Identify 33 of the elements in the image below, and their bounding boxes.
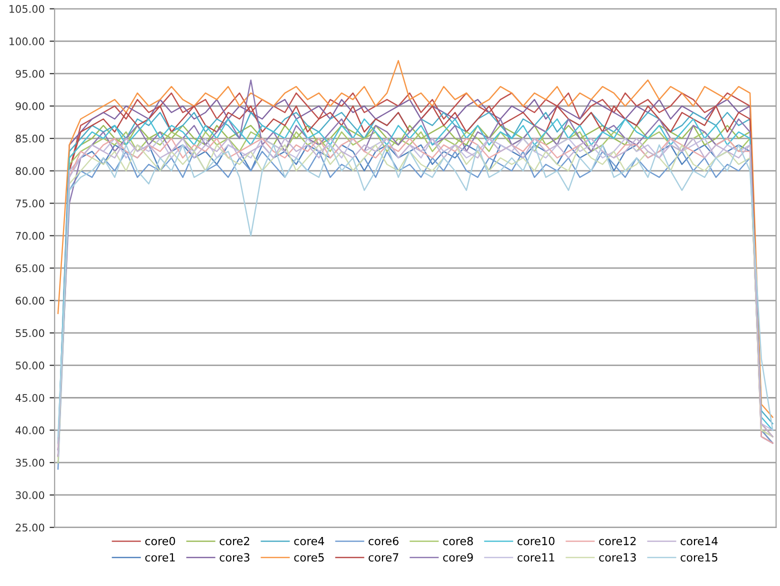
legend-label: core10 <box>518 536 554 546</box>
y-tick-label: 70.00 <box>16 232 44 240</box>
legend-label: core11 <box>518 553 554 562</box>
legend-label: core7 <box>368 553 398 562</box>
legend-label: core0 <box>145 536 176 546</box>
y-tick-label: 35.00 <box>16 458 44 467</box>
y-tick-label: 85.00 <box>16 134 44 143</box>
y-tick-label: 40.00 <box>16 426 44 434</box>
y-tick-label: 45.00 <box>16 394 44 402</box>
y-tick-label: 75.00 <box>16 199 44 208</box>
y-tick-label: 65.00 <box>16 264 44 272</box>
y-tick-label: 30.00 <box>16 491 44 500</box>
legend-label: core2 <box>220 536 250 546</box>
legend-label: core3 <box>220 553 250 562</box>
legend-label: core15 <box>680 553 718 562</box>
legend-label: core12 <box>599 536 636 546</box>
y-tick-label: 55.00 <box>16 329 44 338</box>
y-tick-label: 80.00 <box>16 167 44 175</box>
y-tick-label: 100.00 <box>10 37 44 46</box>
legend-label: core13 <box>599 553 636 562</box>
legend-label: core1 <box>145 553 175 562</box>
y-tick-label: 25.00 <box>16 524 44 532</box>
legend-label: core5 <box>294 553 324 562</box>
y-tick-label: 105.00 <box>10 5 44 13</box>
y-tick-label: 60.00 <box>16 296 44 305</box>
legend-label: core8 <box>443 536 473 546</box>
legend-label: core6 <box>368 536 398 546</box>
legend-label: core4 <box>294 537 324 546</box>
y-tick-label: 50.00 <box>16 362 44 370</box>
legend-label: core14 <box>680 537 718 546</box>
legend-label: core9 <box>443 553 473 562</box>
y-tick-label: 95.00 <box>16 70 44 78</box>
y-tick-label: 90.00 <box>16 102 44 110</box>
